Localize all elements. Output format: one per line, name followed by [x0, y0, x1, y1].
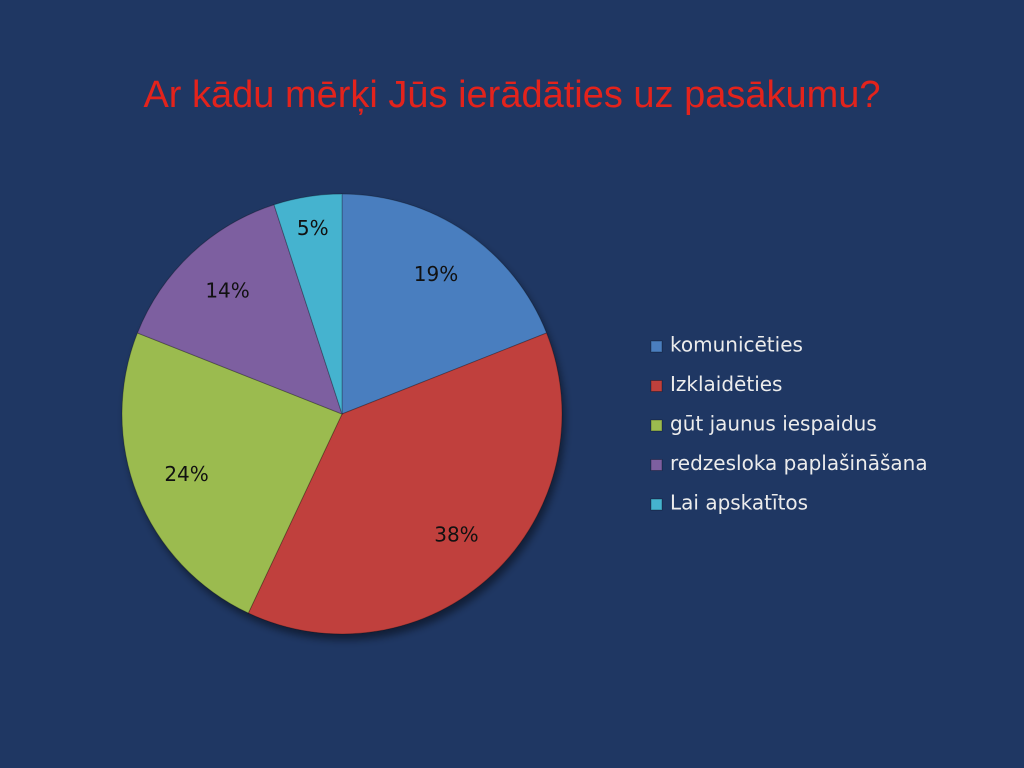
labels: 19% 38% 24% 14% 5%: [164, 216, 478, 547]
legend-text: komunicēties: [670, 333, 803, 357]
legend-text: redzesloka paplašināšana: [670, 451, 928, 475]
value-label: 5%: [297, 216, 329, 240]
legend-text: Izklaidēties: [670, 372, 782, 396]
pie-slice: [273, 193, 343, 415]
legend-swatch: [650, 419, 663, 432]
pie-slice: [341, 193, 548, 415]
legend-swatch: [650, 498, 663, 511]
legend-swatch: [650, 340, 663, 353]
value-label: 38%: [434, 522, 478, 546]
legend-text: gūt jaunus iespaidus: [670, 412, 877, 436]
legend-swatch: [650, 380, 663, 392]
legend-text: Lai apskatītos: [670, 491, 808, 515]
value-label: 19%: [414, 262, 458, 286]
chart-title: Ar kādu mērķi Jūs ierādāties uz pasākumu…: [143, 74, 880, 116]
pie-slice: [247, 332, 563, 635]
pie: [121, 193, 563, 635]
legend-swatch: [650, 459, 663, 471]
value-label: 14%: [205, 279, 249, 303]
pie-slice: [121, 332, 343, 614]
legend: komunicēties Izklaidēties gūt jaunus iespa…: [650, 333, 928, 515]
value-label: 24%: [164, 462, 208, 486]
